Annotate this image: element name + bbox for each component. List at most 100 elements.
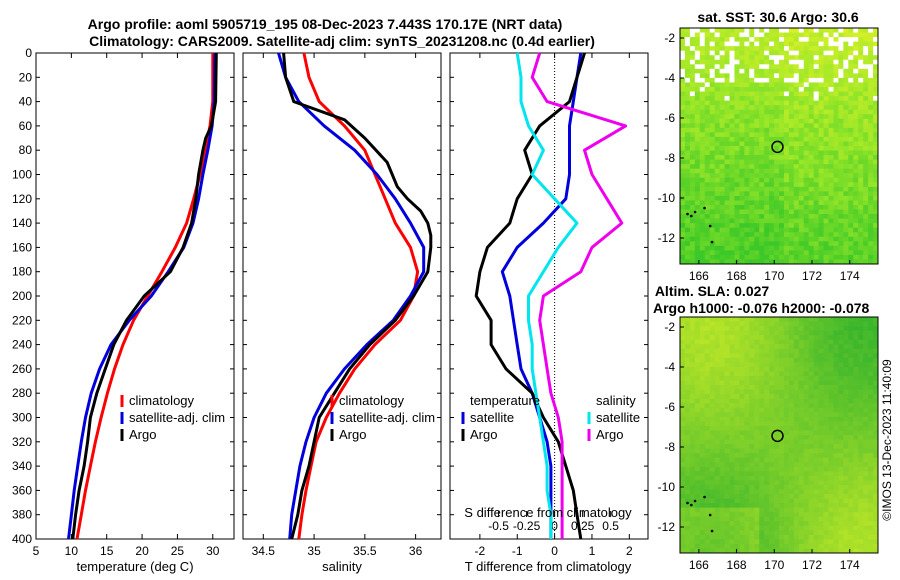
map-cell bbox=[704, 412, 711, 418]
map-cell bbox=[724, 191, 730, 197]
map-cell bbox=[684, 200, 691, 206]
map-cell bbox=[694, 389, 701, 395]
map-cell bbox=[754, 317, 760, 322]
map-cell bbox=[783, 516, 790, 522]
map-cell bbox=[769, 96, 775, 102]
map-cell bbox=[694, 59, 701, 65]
map-cell bbox=[699, 489, 706, 495]
map-cell bbox=[848, 32, 854, 38]
map-cell bbox=[798, 77, 805, 83]
map-cell bbox=[848, 466, 854, 472]
map-cell bbox=[759, 236, 765, 242]
map-cell bbox=[729, 59, 735, 65]
map-cell bbox=[779, 335, 785, 341]
map-cell bbox=[863, 250, 869, 256]
map-cell bbox=[828, 123, 834, 129]
map-cell bbox=[823, 259, 829, 265]
map-cell bbox=[689, 28, 696, 33]
map-cell bbox=[724, 177, 730, 183]
map-cell bbox=[719, 227, 725, 233]
map-cell bbox=[838, 348, 844, 354]
map-cell bbox=[853, 136, 859, 142]
sla-map-title-1: Altim. SLA: 0.027 bbox=[655, 283, 770, 299]
map-cell bbox=[754, 177, 760, 183]
map-cell bbox=[744, 41, 750, 47]
map-cell bbox=[694, 498, 701, 504]
map-cell bbox=[803, 64, 810, 70]
map-cell bbox=[808, 371, 815, 377]
map-cell bbox=[699, 182, 706, 188]
map-cell bbox=[823, 28, 829, 33]
map-cell bbox=[853, 250, 859, 256]
map-cell bbox=[694, 348, 701, 354]
map-cell bbox=[858, 177, 864, 183]
map-cell bbox=[783, 159, 790, 165]
map-cell bbox=[689, 439, 696, 445]
map-cell bbox=[719, 223, 725, 229]
map-cell bbox=[729, 453, 735, 459]
map-cell bbox=[714, 191, 720, 197]
map-cell bbox=[803, 241, 810, 247]
map-cell bbox=[823, 109, 829, 115]
map-cell bbox=[714, 484, 720, 490]
map-cell bbox=[828, 32, 834, 38]
map-cell bbox=[754, 457, 760, 463]
map-cell bbox=[734, 425, 740, 431]
map-cell bbox=[704, 321, 711, 327]
map-cell bbox=[749, 435, 755, 440]
map-cell bbox=[783, 109, 790, 115]
map-cell bbox=[788, 150, 795, 156]
map-cell bbox=[873, 91, 879, 97]
map-cell bbox=[754, 200, 760, 206]
map-cell bbox=[853, 241, 859, 247]
map-cell bbox=[759, 177, 765, 183]
map-cell bbox=[759, 150, 765, 156]
map-cell bbox=[823, 462, 829, 468]
map-cell bbox=[709, 186, 716, 192]
map-cell bbox=[739, 534, 745, 540]
map-cell bbox=[684, 50, 691, 56]
map-cell bbox=[739, 77, 745, 83]
map-cell bbox=[828, 50, 834, 56]
map-cell bbox=[813, 105, 819, 111]
map-cell bbox=[754, 489, 760, 495]
map-cell bbox=[764, 245, 770, 251]
map-cell bbox=[754, 227, 760, 233]
map-cell bbox=[744, 534, 750, 540]
map-cell bbox=[843, 475, 849, 481]
map-cell bbox=[724, 357, 730, 363]
map-cell bbox=[783, 205, 790, 210]
map-cell bbox=[769, 480, 775, 486]
map-cell bbox=[729, 466, 735, 472]
map-cell bbox=[734, 250, 740, 256]
map-cell bbox=[858, 109, 864, 115]
map-cell bbox=[744, 344, 750, 350]
map-cell bbox=[719, 136, 725, 142]
map-cell bbox=[769, 173, 775, 179]
map-cell bbox=[853, 448, 859, 454]
map-cell bbox=[868, 457, 874, 463]
map-cell bbox=[863, 516, 869, 522]
map-cell bbox=[749, 344, 755, 350]
map-cell bbox=[873, 173, 879, 179]
map-cell bbox=[868, 448, 874, 454]
map-cell bbox=[769, 380, 775, 386]
map-cell bbox=[714, 525, 720, 531]
map-cell bbox=[863, 191, 869, 197]
map-cell bbox=[783, 425, 790, 431]
map-cell bbox=[734, 141, 740, 147]
map-cell bbox=[793, 494, 800, 499]
map-cell bbox=[833, 150, 839, 156]
map-cell bbox=[863, 389, 869, 395]
map-cell bbox=[769, 46, 775, 52]
map-cell bbox=[769, 205, 775, 210]
map-cell bbox=[699, 412, 706, 418]
map-cell bbox=[858, 200, 864, 206]
map-cell bbox=[744, 389, 750, 395]
map-cell bbox=[699, 109, 706, 115]
map-cell bbox=[684, 141, 691, 147]
map-cell bbox=[714, 136, 720, 142]
map-cell bbox=[680, 150, 686, 156]
map-cell bbox=[843, 525, 849, 531]
map-cell bbox=[873, 241, 879, 247]
